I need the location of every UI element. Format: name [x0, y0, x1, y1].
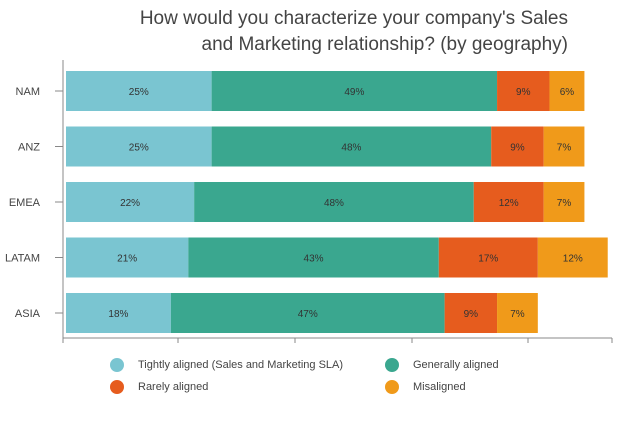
category-label: LATAM [5, 253, 40, 265]
bar-segment [66, 293, 171, 333]
bar-segment [543, 126, 585, 167]
legend-swatch [110, 358, 124, 372]
bar-segment [543, 182, 585, 222]
bar-segment [537, 237, 608, 278]
data-label: 25% [129, 143, 149, 154]
data-label: 9% [516, 87, 531, 98]
category-label: NAM [16, 86, 40, 98]
data-label: 48% [341, 143, 361, 154]
data-label: 25% [129, 87, 149, 98]
data-label: 21% [117, 254, 137, 265]
bar-segment [444, 293, 498, 333]
data-label: 12% [563, 254, 583, 265]
data-label: 43% [304, 254, 324, 265]
bar-segment [66, 126, 212, 167]
data-label: 7% [510, 309, 525, 320]
data-label: 48% [324, 198, 344, 209]
category-label: EMEA [9, 197, 41, 209]
legend-label: Tightly aligned (Sales and Marketing SLA… [138, 359, 344, 371]
bar-segment [438, 237, 538, 278]
legend-swatch [385, 358, 399, 372]
data-label: 12% [499, 198, 519, 209]
bar-segment [66, 182, 195, 222]
legend-label: Rarely aligned [138, 381, 209, 393]
data-label: 9% [510, 143, 525, 154]
data-label: 17% [478, 254, 498, 265]
data-label: 7% [557, 198, 572, 209]
legend-label: Generally aligned [413, 359, 499, 371]
legend-item: Generally aligned [385, 358, 499, 372]
bar-segment [211, 126, 492, 167]
bar-segment [194, 182, 474, 222]
legend-item: Misaligned [385, 380, 466, 394]
data-label: 7% [557, 143, 572, 154]
legend-item: Tightly aligned (Sales and Marketing SLA… [110, 358, 343, 372]
category-label: ASIA [15, 308, 41, 320]
chart-title: How would you characterize your company'… [48, 6, 568, 58]
bar-segment [66, 237, 189, 278]
data-label: 18% [108, 309, 128, 320]
data-label: 6% [560, 87, 575, 98]
bar-segment [491, 126, 544, 167]
legend: Tightly aligned (Sales and Marketing SLA… [110, 358, 550, 408]
bar-segment [211, 71, 498, 111]
bar-segment [549, 71, 585, 111]
bar-segment [66, 71, 212, 111]
legend-item: Rarely aligned [110, 380, 208, 394]
bar-segment [188, 237, 439, 278]
bar-segment [473, 182, 544, 222]
data-label: 49% [344, 87, 364, 98]
chart-title-line-2: and Marketing relationship? (by geograph… [201, 34, 569, 55]
legend-swatch [385, 380, 399, 394]
bar-segment [170, 293, 445, 333]
bar-segment [497, 293, 538, 333]
legend-label: Misaligned [413, 381, 466, 393]
category-label: ANZ [18, 142, 40, 154]
data-label: 22% [120, 198, 140, 209]
legend-swatch [110, 380, 124, 394]
data-label: 9% [464, 309, 479, 320]
data-label: 47% [298, 309, 318, 320]
chart-title-line-1: How would you characterize your company'… [139, 8, 568, 29]
bar-segment [497, 71, 550, 111]
